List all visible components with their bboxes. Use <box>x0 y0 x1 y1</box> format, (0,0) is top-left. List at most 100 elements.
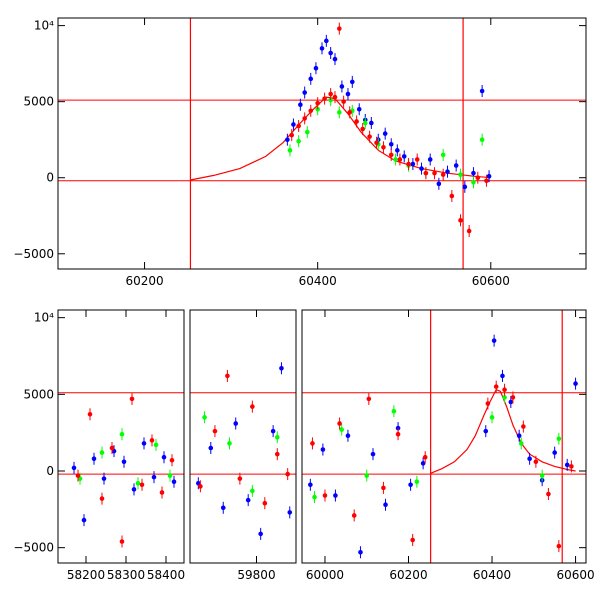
blue-data-point <box>419 166 424 171</box>
red-data-point <box>129 396 135 402</box>
blue-data-point <box>382 131 388 136</box>
red-data-point <box>310 441 315 446</box>
red-data-point <box>119 539 125 544</box>
red-data-point <box>337 421 342 426</box>
green-data-point <box>287 148 293 153</box>
blue-data-point <box>151 474 157 480</box>
red-data-point <box>274 451 280 457</box>
red-data-point <box>410 537 415 543</box>
blue-data-point <box>516 433 522 439</box>
red-data-point <box>99 496 105 501</box>
red-data-point <box>328 91 333 97</box>
red-data-point <box>388 152 394 158</box>
blue-data-point <box>408 482 413 488</box>
red-data-point <box>87 411 93 417</box>
blue-data-point <box>101 476 107 481</box>
red-data-point <box>432 170 437 176</box>
green-data-point <box>315 106 320 112</box>
red-data-point <box>332 94 338 100</box>
red-data-point <box>347 110 352 115</box>
blue-data-point <box>91 456 97 462</box>
blue-data-point <box>395 148 400 153</box>
y-tick-label: 0 <box>46 464 54 478</box>
red-data-point <box>262 500 268 506</box>
green-data-point <box>135 480 141 486</box>
blue-data-point <box>453 163 459 168</box>
axes-frame <box>57 309 185 564</box>
green-data-point <box>274 434 280 440</box>
y-tick-label: 5000 <box>23 387 54 401</box>
blue-data-point <box>333 493 338 498</box>
red-data-point <box>397 157 403 162</box>
blue-data-point <box>233 421 239 426</box>
red-data-point <box>423 170 429 176</box>
plot-area <box>58 392 184 548</box>
axes-frame <box>301 309 587 564</box>
red-data-point <box>493 384 499 389</box>
blue-data-point <box>220 505 226 511</box>
blue-data-point <box>308 76 314 82</box>
blue-data-point <box>245 497 251 503</box>
red-data-point <box>366 396 372 402</box>
blue-data-point <box>131 487 137 492</box>
blue-data-point <box>410 161 416 167</box>
blue-data-point <box>401 154 407 159</box>
top-chart: 60200 60400 60600 −5000 0 5000 10⁴ <box>13 17 587 288</box>
green-data-point <box>471 179 476 185</box>
red-data-point <box>395 431 401 437</box>
green-data-point <box>153 442 159 448</box>
y-tick-label: −5000 <box>13 541 54 555</box>
red-data-point <box>322 96 327 101</box>
x-tick-label: 60200 <box>389 568 427 582</box>
green-data-point <box>337 110 342 115</box>
red-data-point <box>302 116 307 121</box>
blue-data-point <box>462 184 468 190</box>
blue-data-point <box>324 38 329 44</box>
blue-data-point <box>298 102 303 108</box>
blue-data-point <box>291 122 296 127</box>
red-data-point <box>485 401 491 406</box>
green-data-point <box>339 427 344 432</box>
blue-data-point <box>258 531 263 537</box>
blue-data-point <box>420 461 426 466</box>
blue-data-point <box>308 482 313 488</box>
blue-data-point <box>483 428 489 434</box>
red-data-point <box>322 493 328 498</box>
x-tick-label: 58200 <box>67 568 105 582</box>
blue-data-point <box>285 137 290 142</box>
green-data-point <box>119 431 125 437</box>
y-tick-label: 0 <box>46 171 54 185</box>
y-tick-label: 10⁴ <box>34 311 54 325</box>
plot-area <box>58 18 586 269</box>
blue-data-point <box>81 517 87 523</box>
blue-data-point <box>395 425 401 431</box>
red-data-point <box>212 428 218 434</box>
blue-data-point <box>287 510 293 515</box>
blue-data-point <box>161 454 167 460</box>
blue-data-point <box>279 365 284 371</box>
blue-data-point <box>427 157 433 162</box>
red-data-point <box>296 123 301 129</box>
red-data-point <box>466 228 472 234</box>
red-data-point <box>169 457 175 463</box>
axes-frame <box>189 309 297 564</box>
green-data-point <box>304 129 310 135</box>
red-data-point <box>289 132 295 138</box>
green-data-point <box>364 473 370 478</box>
y-tick-label: 5000 <box>23 95 54 109</box>
blue-data-point <box>121 459 127 465</box>
red-data-point <box>556 543 562 549</box>
red-data-point <box>149 438 155 443</box>
red-data-point <box>360 126 365 132</box>
green-data-point <box>167 473 173 478</box>
blue-data-point <box>141 441 147 446</box>
blue-data-point <box>369 120 374 126</box>
red-data-point <box>414 157 420 162</box>
blue-data-point <box>358 549 363 555</box>
red-data-point <box>237 476 243 481</box>
x-tick-label: 58300 <box>107 568 145 582</box>
model-curve <box>430 388 576 474</box>
red-data-point <box>546 491 551 497</box>
x-tick-label: 60400 <box>473 568 511 582</box>
